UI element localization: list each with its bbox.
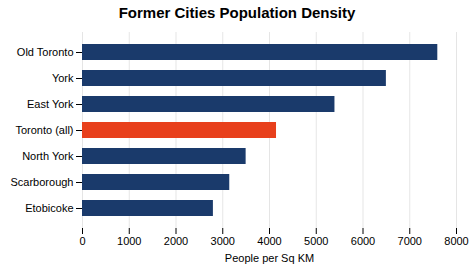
- svg-text:York: York: [52, 72, 74, 84]
- svg-text:6000: 6000: [351, 235, 375, 247]
- svg-text:People per Sq KM: People per Sq KM: [225, 252, 314, 264]
- svg-text:East York: East York: [27, 98, 74, 110]
- svg-text:8000: 8000: [444, 235, 468, 247]
- svg-text:3000: 3000: [211, 235, 235, 247]
- html-text:Former Cities Population Densi: Former Cities Population Density: [118, 4, 356, 21]
- svg-text:North York: North York: [22, 150, 74, 162]
- svg-text:Toronto (all): Toronto (all): [15, 124, 73, 136]
- svg-text:1000: 1000: [117, 235, 141, 247]
- svg-text:Etobicoke: Etobicoke: [25, 202, 73, 214]
- svg-text:5000: 5000: [304, 235, 328, 247]
- svg-text:4000: 4000: [257, 235, 281, 247]
- svg-text:0: 0: [79, 235, 85, 247]
- svg-text:7000: 7000: [398, 235, 422, 247]
- svg-text:Scarborough: Scarborough: [11, 176, 74, 188]
- svg-text:2000: 2000: [164, 235, 188, 247]
- svg-text:Old Toronto: Old Toronto: [17, 46, 74, 58]
